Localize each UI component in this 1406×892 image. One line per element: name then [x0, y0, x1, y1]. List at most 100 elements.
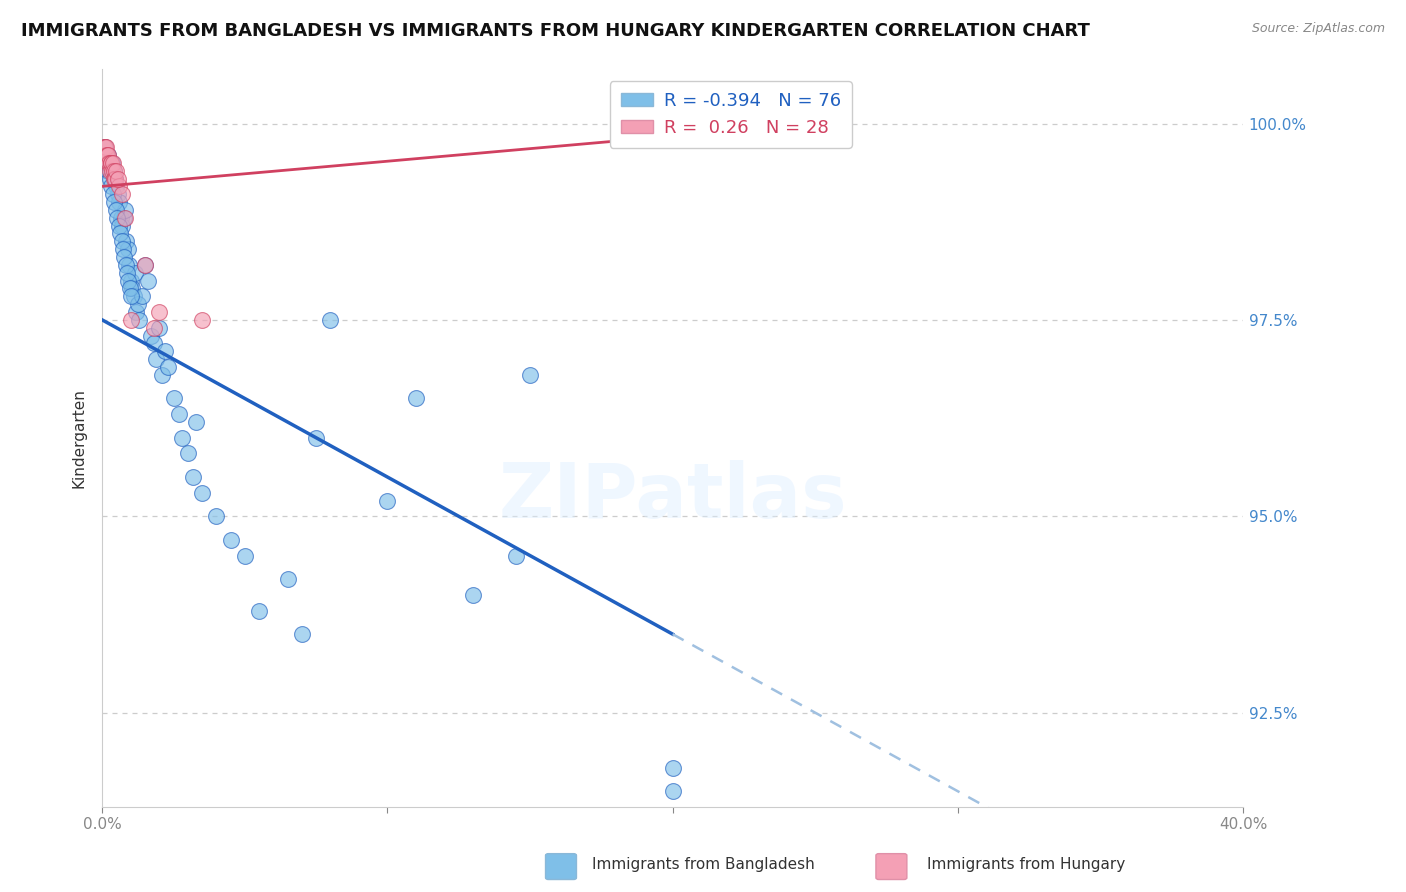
Point: [96, 156, 118, 170]
Point: [377, 493, 399, 508]
Point: [93, 148, 115, 162]
Point: [170, 431, 193, 445]
Point: [103, 171, 125, 186]
Point: [114, 258, 136, 272]
Point: [661, 784, 683, 798]
Point: [804, 116, 827, 130]
Point: [114, 211, 136, 225]
Point: [103, 163, 125, 178]
Point: [97, 148, 120, 162]
Point: [191, 313, 214, 327]
Point: [120, 274, 142, 288]
Point: [97, 148, 120, 162]
Point: [247, 604, 270, 618]
Point: [134, 258, 156, 272]
Point: [319, 313, 342, 327]
Text: IMMIGRANTS FROM BANGLADESH VS IMMIGRANTS FROM HUNGARY KINDERGARTEN CORRELATION C: IMMIGRANTS FROM BANGLADESH VS IMMIGRANTS…: [21, 22, 1090, 40]
Point: [124, 266, 146, 280]
Point: [405, 392, 427, 406]
Point: [117, 266, 139, 280]
Point: [98, 171, 121, 186]
Point: [191, 485, 214, 500]
Point: [98, 163, 121, 178]
Point: [115, 235, 138, 249]
Point: [156, 359, 179, 374]
Point: [100, 156, 122, 170]
Point: [107, 171, 129, 186]
Point: [111, 187, 134, 202]
Text: Immigrants from Hungary: Immigrants from Hungary: [927, 857, 1126, 872]
Point: [96, 156, 118, 170]
Point: [131, 289, 153, 303]
Point: [148, 305, 170, 319]
Point: [120, 289, 142, 303]
Text: ZIPatlas: ZIPatlas: [498, 460, 846, 533]
Point: [121, 281, 143, 295]
Text: Immigrants from Bangladesh: Immigrants from Bangladesh: [592, 857, 814, 872]
Point: [97, 163, 120, 178]
Point: [101, 156, 124, 170]
Point: [100, 156, 122, 170]
Point: [96, 148, 118, 162]
Point: [167, 407, 190, 421]
Point: [142, 336, 165, 351]
Point: [108, 195, 131, 210]
Point: [150, 368, 173, 382]
Point: [118, 258, 141, 272]
Point: [117, 274, 139, 288]
Point: [108, 179, 131, 194]
Point: [107, 219, 129, 233]
Point: [107, 187, 129, 202]
Point: [114, 250, 136, 264]
Point: [98, 163, 121, 178]
Point: [142, 320, 165, 334]
Point: [177, 446, 200, 460]
Point: [93, 140, 115, 154]
Point: [661, 761, 683, 775]
Legend: R = -0.394   N = 76, R =  0.26   N = 28: R = -0.394 N = 76, R = 0.26 N = 28: [610, 81, 852, 148]
Point: [127, 297, 149, 311]
Point: [461, 588, 484, 602]
Point: [101, 156, 124, 170]
Point: [153, 344, 176, 359]
Point: [94, 140, 117, 154]
Y-axis label: Kindergarten: Kindergarten: [72, 388, 86, 488]
Point: [97, 156, 120, 170]
Point: [122, 289, 145, 303]
Point: [110, 211, 132, 225]
Point: [100, 179, 122, 194]
Point: [136, 274, 159, 288]
Point: [120, 281, 142, 295]
Point: [94, 148, 117, 162]
Point: [94, 148, 117, 162]
Point: [111, 242, 134, 256]
Point: [105, 211, 128, 225]
Point: [101, 163, 124, 178]
Point: [519, 368, 541, 382]
Point: [305, 431, 328, 445]
Point: [112, 211, 135, 225]
Point: [120, 313, 142, 327]
Point: [104, 171, 127, 186]
Point: [183, 470, 205, 484]
Point: [125, 305, 148, 319]
Point: [98, 156, 121, 170]
Point: [186, 415, 208, 429]
Point: [233, 549, 256, 563]
Point: [134, 258, 156, 272]
Point: [94, 140, 117, 154]
Point: [105, 163, 128, 178]
Point: [105, 179, 128, 194]
Point: [139, 328, 162, 343]
Point: [104, 171, 127, 186]
Point: [110, 235, 132, 249]
Point: [103, 163, 125, 178]
Point: [162, 392, 184, 406]
Point: [205, 509, 228, 524]
Point: [148, 320, 170, 334]
Point: [96, 140, 118, 154]
Point: [111, 219, 134, 233]
Point: [145, 352, 167, 367]
Point: [103, 195, 125, 210]
Point: [104, 202, 127, 217]
